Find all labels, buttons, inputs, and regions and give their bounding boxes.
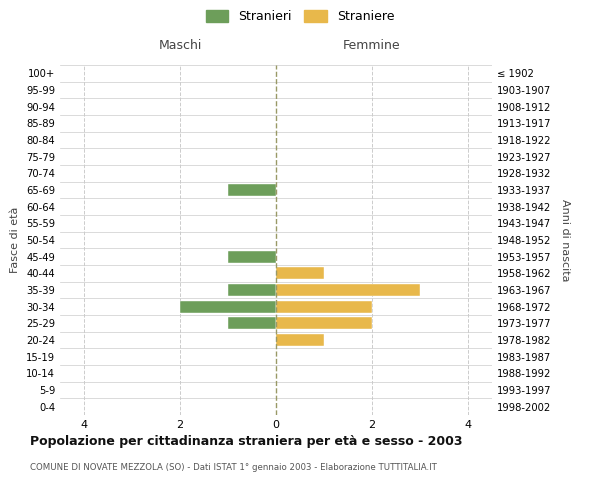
Text: Maschi: Maschi [158,38,202,52]
Bar [276,300,372,312]
Bar [276,268,324,280]
Bar [276,284,420,296]
Y-axis label: Anni di nascita: Anni di nascita [560,198,569,281]
Bar [276,334,324,346]
Text: Popolazione per cittadinanza straniera per età e sesso - 2003: Popolazione per cittadinanza straniera p… [30,435,463,448]
Text: COMUNE DI NOVATE MEZZOLA (SO) - Dati ISTAT 1° gennaio 2003 - Elaborazione TUTTIT: COMUNE DI NOVATE MEZZOLA (SO) - Dati IST… [30,462,437,471]
Bar [228,318,276,330]
Y-axis label: Fasce di età: Fasce di età [10,207,20,273]
Legend: Stranieri, Straniere: Stranieri, Straniere [202,6,398,27]
Bar [228,184,276,196]
Bar [276,318,372,330]
Bar [228,250,276,262]
Bar [228,284,276,296]
Text: Femmine: Femmine [343,38,401,52]
Bar [180,300,276,312]
